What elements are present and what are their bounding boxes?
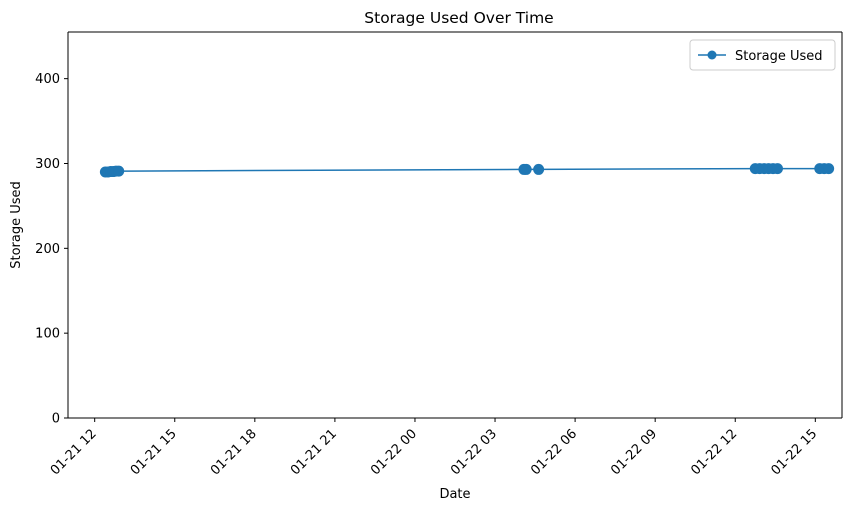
x-tick-label: 01-21 21 (288, 426, 340, 478)
plot-frame (68, 32, 850, 418)
data-point (113, 165, 125, 177)
y-tick-label: 200 (35, 242, 60, 257)
y-axis-label: Storage Used (9, 181, 24, 269)
data-point (772, 163, 783, 175)
data-point (533, 163, 545, 175)
x-tick-label: 01-22 09 (608, 426, 660, 478)
y-axis-ticks: 0 100 200 300 400 (35, 72, 68, 427)
x-axis-ticks: 01-21 12 01-21 15 01-21 18 01-21 21 01-22 00… (48, 418, 820, 478)
data-point (520, 163, 532, 175)
x-axis-label: Date (439, 487, 470, 502)
chart-title: Storage Used Over Time (364, 9, 553, 27)
x-tick-label: 01-21 18 (208, 426, 260, 478)
x-tick-label: 01-21 15 (128, 426, 180, 478)
x-tick-label: 01-22 15 (768, 426, 820, 478)
y-tick-label: 300 (35, 157, 60, 172)
plot-area (68, 32, 850, 418)
legend-box (689, 39, 836, 71)
legend-marker (707, 50, 717, 60)
data-point (823, 163, 835, 175)
legend-label: Storage Used (735, 49, 823, 64)
x-tick-label: 01-22 12 (688, 426, 740, 478)
series-line (105, 167, 829, 173)
y-tick-label: 400 (35, 72, 60, 87)
x-tick-label: 01-22 06 (528, 426, 580, 478)
series-layer (99, 163, 835, 178)
x-tick-label: 01-22 00 (368, 426, 420, 478)
plot-spines (67, 31, 843, 419)
legend: Storage Used (689, 39, 836, 71)
x-tick-label: 01-22 03 (448, 426, 500, 478)
y-tick-label: 100 (35, 327, 60, 342)
y-tick-label: 0 (52, 412, 60, 427)
x-tick-label: 01-21 12 (48, 426, 100, 478)
